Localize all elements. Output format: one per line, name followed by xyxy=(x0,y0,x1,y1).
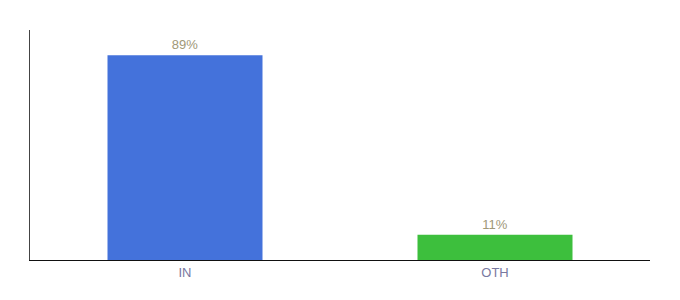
svg-text:IN: IN xyxy=(179,265,192,280)
svg-text:89%: 89% xyxy=(172,37,198,52)
svg-text:11%: 11% xyxy=(482,217,507,232)
svg-text:OTH: OTH xyxy=(481,265,508,280)
